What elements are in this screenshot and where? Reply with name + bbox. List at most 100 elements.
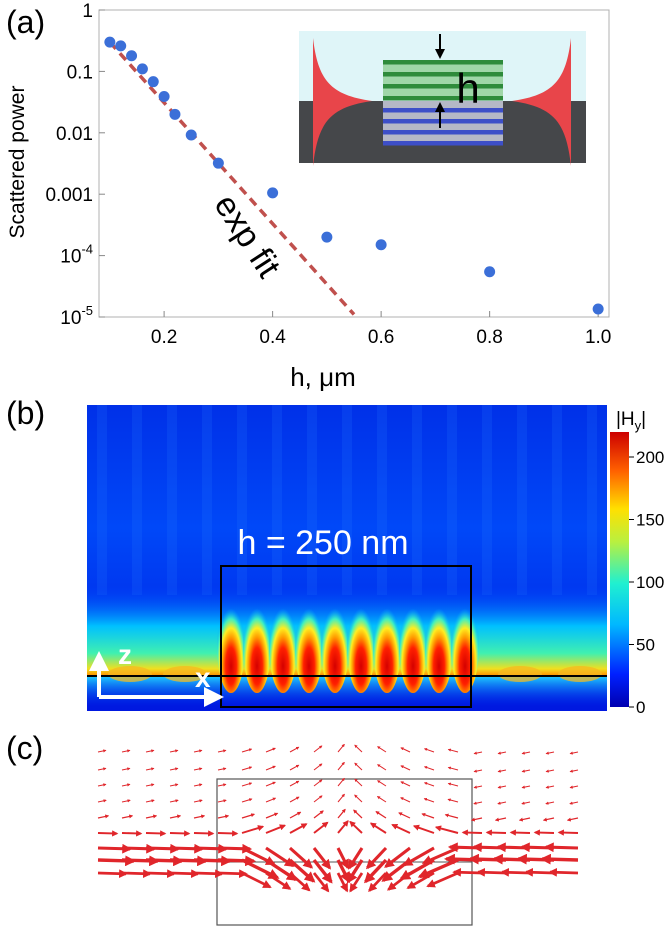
data-point [147, 76, 159, 88]
field-arrow [145, 814, 158, 819]
field-arrow [452, 868, 483, 877]
field-arrow [473, 751, 483, 755]
field-arrow [353, 809, 363, 819]
field-arrow [447, 798, 459, 803]
field-arrow [217, 830, 239, 837]
field-arrow [289, 746, 300, 753]
field-arrow [473, 801, 483, 805]
colorbar-ticks: 0 50 100 150 200 [629, 448, 664, 717]
field-arrow [521, 785, 531, 789]
field-arrow [97, 814, 110, 819]
data-point [185, 129, 197, 141]
field-arrow [265, 781, 276, 787]
y-tick-label: 0.01 [56, 124, 93, 145]
field-arrow [337, 777, 345, 787]
field-arrow [476, 868, 507, 877]
colorbar-label: |Hy| [616, 409, 646, 433]
field-arrow [241, 782, 253, 787]
field-lobes [217, 597, 479, 693]
field-arrow [349, 872, 364, 893]
field-arrow [400, 747, 411, 753]
data-point [375, 239, 387, 251]
field-arrow [217, 855, 256, 867]
field-arrow [121, 869, 152, 878]
field-arrow [545, 769, 555, 773]
field-arrow [543, 842, 579, 853]
field-arrow [337, 820, 349, 834]
grating-box-c [216, 778, 473, 926]
field-arrow [368, 872, 387, 892]
field-arrow [265, 797, 277, 803]
field-arrow [169, 799, 179, 803]
field-arrow [569, 751, 579, 755]
field-arrow [265, 858, 298, 882]
field-arrow [193, 767, 203, 771]
field-arrow [313, 810, 324, 819]
x-tick-label: 0.2 [151, 327, 177, 348]
field-arrow [365, 846, 388, 870]
field-arrow [398, 812, 411, 819]
data-point [136, 63, 148, 75]
field-arrow [518, 817, 531, 822]
field-arrow [423, 782, 435, 787]
data-point [212, 157, 224, 169]
field-arrow [121, 767, 131, 771]
field-arrow [497, 785, 507, 789]
field-arrow [145, 767, 155, 771]
field-arrow [313, 779, 323, 787]
field-arrow [377, 746, 387, 753]
x-tick-label: 0.4 [259, 327, 286, 348]
field-arrow [497, 769, 507, 773]
field-lobe [451, 597, 479, 693]
field-arrow [97, 799, 107, 803]
field-arrow [354, 778, 363, 787]
field-arrow [421, 813, 435, 819]
field-arrow [412, 824, 435, 834]
field-arrow [241, 766, 253, 771]
field-arrow [121, 814, 134, 819]
field-arrow [241, 748, 253, 753]
data-point [592, 303, 604, 315]
field-arrow [288, 846, 314, 869]
data-point [484, 266, 496, 278]
field-arrow [121, 830, 143, 837]
x-axis-label: h, μm [290, 362, 356, 392]
field-lobe [399, 597, 427, 693]
field-arrow [533, 829, 555, 836]
field-arrow [400, 781, 411, 787]
field-arrow [265, 824, 286, 834]
field-arrow [494, 817, 507, 822]
field-arrow [289, 780, 300, 787]
field-arrow [121, 749, 131, 753]
field-arrow [473, 769, 483, 773]
data-point [126, 50, 138, 62]
field-arrows [97, 743, 579, 893]
field-arrow [521, 751, 531, 755]
field-arrow [145, 799, 155, 803]
data-point [267, 187, 279, 199]
field-arrow [169, 830, 191, 837]
field-arrow [288, 858, 316, 883]
field-arrow [265, 871, 292, 890]
field-lobe [347, 597, 375, 693]
field-arrow [121, 799, 131, 803]
field-arrow [545, 801, 555, 805]
data-point [321, 231, 333, 243]
field-arrow [569, 801, 579, 805]
x-ticks: 0.2 0.4 0.6 0.8 1.0 [151, 311, 611, 348]
field-lobe [295, 597, 323, 693]
field-arrow [169, 767, 179, 771]
field-arrow [217, 767, 227, 771]
field-arrow [497, 801, 507, 805]
field-arrow [289, 811, 302, 819]
field-arrow [387, 871, 411, 891]
field-arrow [545, 785, 555, 789]
field-arrow [521, 769, 531, 773]
z-axis-label: z [118, 639, 132, 670]
field-arrow [524, 868, 555, 877]
panel-c-label: (c) [6, 730, 44, 766]
field-arrow [363, 858, 388, 884]
field-lobe [425, 597, 453, 693]
x-tick-label: 0.6 [368, 327, 394, 348]
field-arrow [193, 814, 206, 819]
